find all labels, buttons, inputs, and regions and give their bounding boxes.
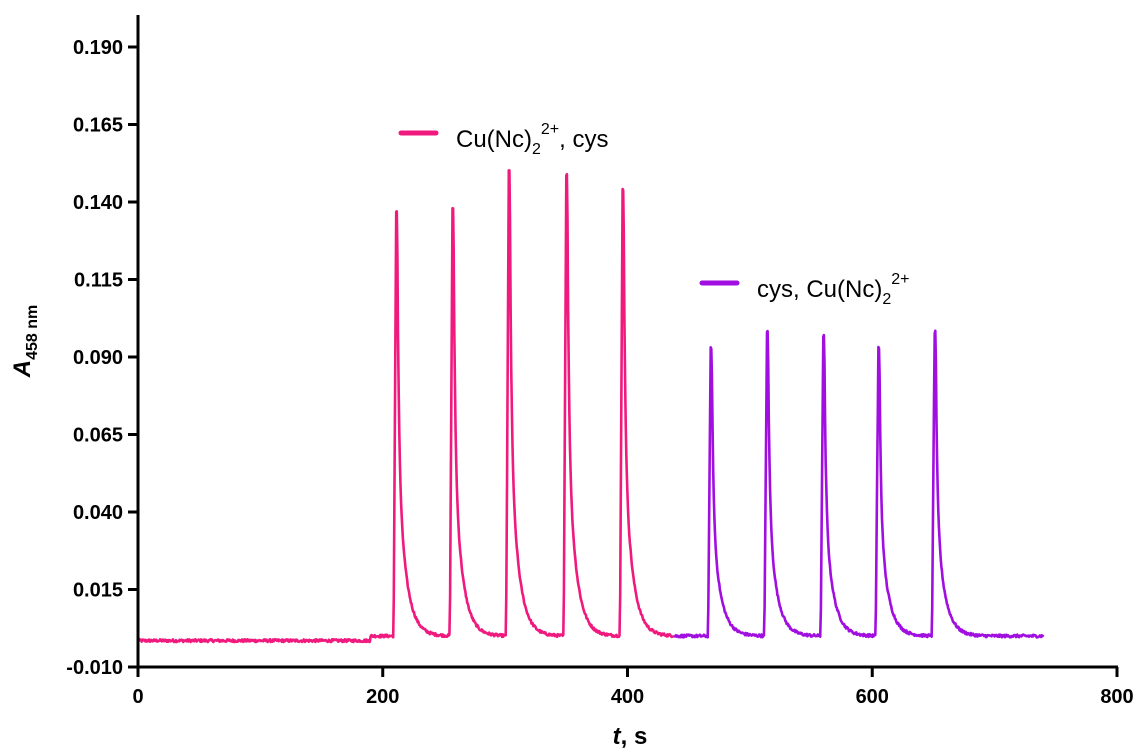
x-tick-label: 400	[611, 686, 644, 708]
y-tick-label: 0.065	[73, 425, 123, 447]
legend-label-superscript: 2+	[541, 121, 559, 138]
x-tick-label: 200	[366, 686, 399, 708]
series-line-1	[136, 169, 675, 644]
axes: -0.010 0.015 0.040 0.065 0.090 0.115 0.140 0.16…	[9, 15, 1134, 749]
y-tick-label: 0.140	[73, 192, 123, 214]
series-line-2	[673, 329, 1045, 639]
legend-label-tail: , cys	[559, 126, 608, 153]
y-axis-title: A458 nm	[9, 305, 41, 378]
y-tick-label: 0.015	[73, 580, 123, 602]
x-axis-title-unit: , s	[621, 723, 648, 749]
y-axis-title-subscript: 458 nm	[24, 305, 41, 360]
y-tick-label: 0.165	[73, 115, 123, 137]
legend-label-subscript: 2	[882, 291, 891, 308]
legend-label-base: cys, Cu(Nc)	[757, 276, 882, 303]
x-tick-label: 0	[132, 686, 143, 708]
legend-label-2: cys, Cu(Nc)22+	[757, 271, 910, 308]
y-tick-label: 0.115	[74, 270, 123, 292]
legend-label-subscript: 2	[532, 141, 541, 158]
plot-area	[136, 169, 1045, 644]
legend-label-base: Cu(Nc)	[456, 126, 532, 153]
y-axis-title-symbol: A	[9, 360, 36, 378]
x-tick-label: 800	[1100, 686, 1133, 708]
y-tick-label: -0.010	[66, 657, 123, 679]
x-tick-label: 600	[856, 686, 889, 708]
x-axis-title: t, s	[613, 723, 648, 749]
y-tick-label: 0.090	[73, 347, 123, 369]
x-axis-title-symbol: t	[613, 723, 622, 749]
legend-label-superscript: 2+	[891, 271, 909, 288]
y-tick-label: 0.040	[73, 502, 123, 524]
y-tick-label: 0.190	[73, 37, 123, 59]
legend-label-1: Cu(Nc)22+, cys	[456, 121, 609, 158]
